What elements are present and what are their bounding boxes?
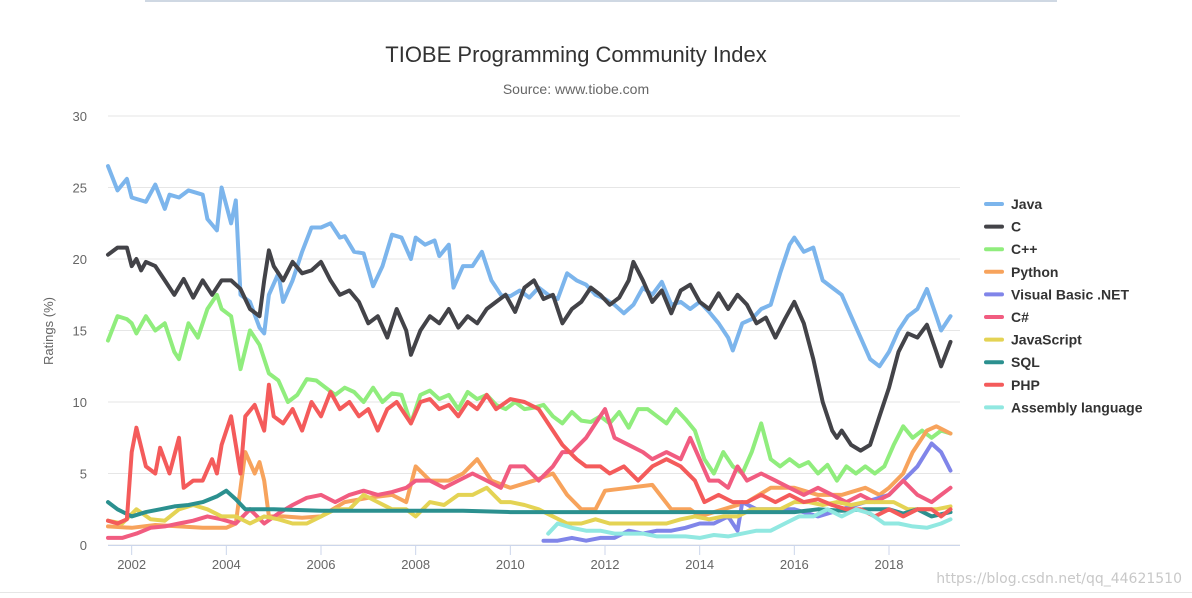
y-tick-label: 30 — [73, 109, 87, 124]
legend-item[interactable]: Java — [984, 196, 1042, 212]
y-tick-label: 15 — [73, 324, 87, 339]
y-tick-label: 20 — [73, 252, 87, 267]
bottom-border — [0, 592, 1192, 593]
chart-title: TIOBE Programming Community Index — [385, 42, 766, 67]
y-tick-label: 10 — [73, 395, 87, 410]
legend-label: SQL — [1011, 354, 1040, 370]
y-tick-label: 0 — [80, 538, 87, 553]
y-axis-title: Ratings (%) — [41, 297, 56, 365]
x-tick-label: 2010 — [496, 557, 525, 572]
y-tick-label: 5 — [80, 467, 87, 482]
x-axis: 2002 2004 2006 2008 2010 2012 2014 2016 2018 — [108, 545, 960, 572]
legend-item[interactable]: JavaScript — [984, 332, 1082, 348]
chart-subtitle: Source: www.tiobe.com — [503, 81, 649, 97]
legend-label: PHP — [1011, 377, 1040, 393]
series-line-java[interactable] — [106, 164, 953, 369]
series-line-assembly-language[interactable] — [546, 507, 953, 540]
legend-label: JavaScript — [1011, 332, 1082, 348]
y-tick-label: 25 — [73, 181, 87, 196]
x-tick-label: 2018 — [875, 557, 904, 572]
x-tick-label: 2006 — [307, 557, 336, 572]
legend: Java C C++ Python Visual Basic .NET C# JavaScr… — [984, 196, 1143, 415]
series-line-c[interactable] — [106, 245, 953, 453]
legend-item[interactable]: PHP — [984, 377, 1040, 393]
legend-item[interactable]: Assembly language — [984, 399, 1143, 415]
legend-item[interactable]: C++ — [984, 241, 1037, 257]
x-tick-label: 2004 — [212, 557, 241, 572]
x-tick-label: 2016 — [780, 557, 809, 572]
x-tick-label: 2008 — [401, 557, 430, 572]
series-line-cplusplus[interactable] — [106, 292, 953, 483]
series-line-csharp[interactable] — [106, 407, 953, 540]
legend-item[interactable]: Visual Basic .NET — [984, 286, 1129, 302]
series-line-php[interactable] — [106, 382, 953, 526]
legend-item[interactable]: Python — [984, 264, 1058, 280]
legend-label: Java — [1011, 196, 1042, 212]
legend-label: Assembly language — [1011, 399, 1143, 415]
legend-label: C — [1011, 219, 1021, 235]
plot-area — [106, 164, 953, 543]
x-tick-label: 2012 — [591, 557, 620, 572]
x-tick-label: 2014 — [685, 557, 714, 572]
legend-label: Python — [1011, 264, 1058, 280]
x-tick-label: 2002 — [117, 557, 146, 572]
watermark-text: https://blog.csdn.net/qq_44621510 — [936, 571, 1182, 587]
legend-label: C++ — [1011, 241, 1037, 257]
legend-item[interactable]: SQL — [984, 354, 1040, 370]
top-border — [145, 0, 1057, 2]
legend-item[interactable]: C# — [984, 309, 1029, 325]
legend-label: Visual Basic .NET — [1011, 286, 1129, 302]
legend-item[interactable]: C — [984, 219, 1021, 235]
legend-label: C# — [1011, 309, 1029, 325]
